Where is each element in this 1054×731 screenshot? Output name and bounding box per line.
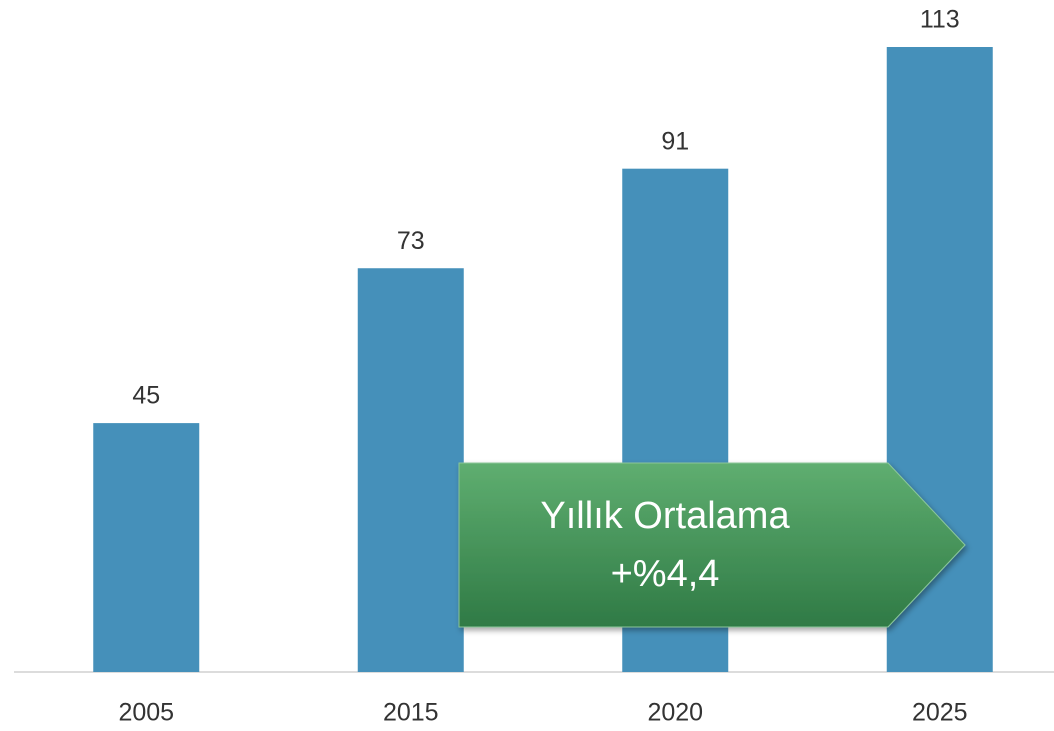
bar: [357, 268, 464, 672]
x-tick-label: 2020: [647, 699, 703, 727]
x-tick-label: 2005: [118, 699, 174, 727]
annotation-text: Yıllık Ortalama: [540, 495, 790, 537]
annotation: Yıllık Ortalama +%4,4: [458, 462, 966, 628]
x-tick-label: 2015: [383, 699, 439, 727]
value-label: 113: [920, 6, 960, 34]
annotation-arrow: [458, 462, 966, 628]
value-label: 91: [661, 127, 689, 155]
annotation-text: +%4,4: [611, 553, 720, 595]
bar: [93, 423, 200, 672]
value-label: 45: [132, 382, 160, 410]
x-tick-label: 2025: [912, 699, 968, 727]
value-label: 73: [397, 227, 425, 255]
